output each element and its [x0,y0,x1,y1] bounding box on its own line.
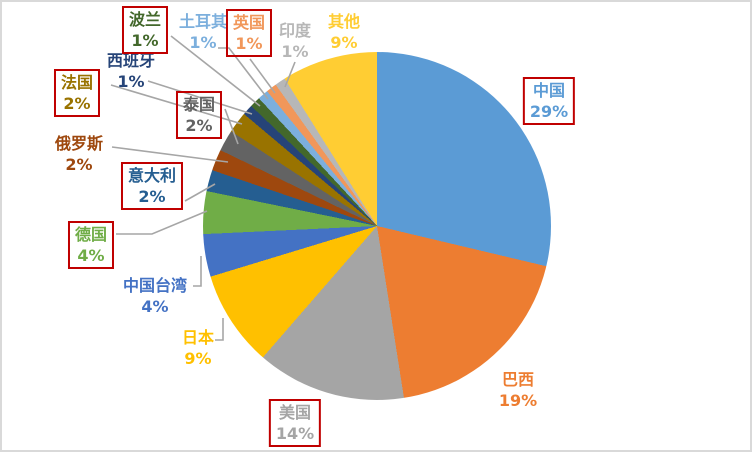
slice-percent: 2% [63,94,91,113]
slice-percent: 9% [330,33,358,52]
slice-label-japan: 日本 9% [182,327,214,369]
slice-percent: 2% [65,155,93,174]
slice-label-china: 中国 29% [522,77,576,125]
slice-label-france: 法国 2% [53,69,101,117]
slice-name: 意大利 [127,166,177,185]
slice-name: 其他 [327,12,361,31]
leader-line-russia [111,146,229,163]
slice-name: 美国 [278,403,312,422]
slice-label-russia: 俄罗斯 2% [55,133,103,175]
leader-line-japan [215,318,224,341]
slice-label-italy: 意大利 2% [120,162,184,210]
slice-percent: 29% [529,102,569,121]
leader-line-germany [116,210,208,235]
slice-name: 巴西 [501,370,535,389]
slice-name: 英国 [232,13,266,32]
slice-percent: 4% [141,297,169,316]
slice-name: 中国台湾 [122,276,188,295]
slice-name: 法国 [60,73,94,92]
slice-percent: 2% [138,187,166,206]
slice-percent: 14% [275,424,315,443]
slice-label-uk: 英国 1% [225,9,273,57]
slice-percent: 4% [77,246,105,265]
slice-name: 泰国 [182,95,216,114]
slice-name: 中国 [532,81,566,100]
slice-label-brazil: 巴西 19% [499,369,537,411]
slice-name: 俄罗斯 [54,134,104,153]
slice-percent: 1% [281,42,309,61]
slice-label-usa: 美国 14% [268,399,322,447]
slice-label-germany: 德国 4% [67,221,115,269]
pie-chart [203,52,551,400]
slice-label-india: 印度 1% [279,20,311,62]
slice-label-other: 其他 9% [328,11,360,53]
slice-label-spain: 西班牙 1% [107,50,155,92]
slice-percent: 1% [235,34,263,53]
slice-label-poland: 波兰 1% [121,6,169,54]
slice-name: 印度 [278,21,312,40]
slice-label-turkey: 土耳其 1% [179,11,227,53]
slice-percent: 9% [184,349,212,368]
slice-name: 日本 [181,328,215,347]
slice-percent: 2% [185,116,213,135]
slice-label-taiwan: 中国台湾 4% [123,275,187,317]
slice-label-thailand: 泰国 2% [175,91,223,139]
slice-percent: 1% [131,31,159,50]
slice-name: 德国 [74,225,108,244]
slice-name: 西班牙 [106,51,156,70]
slice-percent: 19% [498,391,538,410]
slice-percent: 1% [189,33,217,52]
slice-name: 土耳其 [178,12,228,31]
slice-name: 波兰 [128,10,162,29]
slice-percent: 1% [117,72,145,91]
leader-line-taiwan [193,256,202,287]
